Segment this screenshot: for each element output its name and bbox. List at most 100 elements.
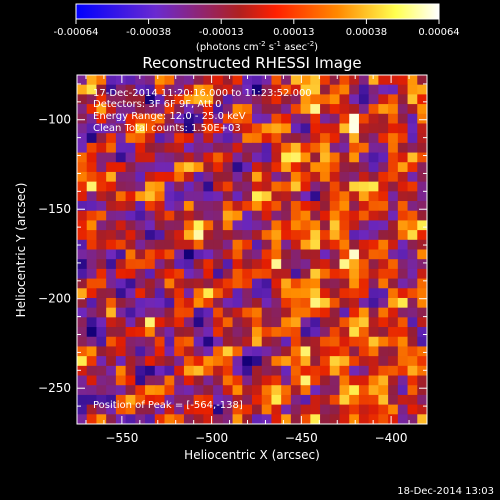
heatmap-cell xyxy=(290,414,302,424)
heatmap-cell xyxy=(96,404,107,415)
heatmap-cell xyxy=(222,346,234,357)
heatmap-cell xyxy=(349,191,360,202)
heatmap-cell xyxy=(164,181,175,192)
heatmap-cell xyxy=(77,404,88,415)
heatmap-cell xyxy=(417,94,427,105)
heatmap-cell xyxy=(115,375,127,386)
heatmap-cell xyxy=(339,142,350,154)
heatmap-cell xyxy=(368,385,379,396)
heatmap-cell xyxy=(242,230,253,241)
heatmap-cell xyxy=(135,75,146,86)
heatmap-cell xyxy=(203,346,214,357)
heatmap-cell xyxy=(203,336,214,347)
heatmap-cell xyxy=(300,327,311,338)
heatmap-cell xyxy=(329,259,340,270)
heatmap-cell xyxy=(96,259,107,270)
heatmap-cell xyxy=(310,210,321,221)
heatmap-cell xyxy=(310,181,321,192)
heatmap-cell xyxy=(193,123,204,134)
heatmap-cell xyxy=(407,133,418,144)
heatmap-cell xyxy=(349,210,360,221)
heatmap-cell xyxy=(358,113,370,124)
heatmap-cell xyxy=(174,123,185,134)
heatmap-cell xyxy=(271,104,282,115)
heatmap-cell xyxy=(193,249,204,260)
heatmap-cell xyxy=(213,414,224,424)
heatmap-cell xyxy=(252,220,263,231)
heatmap-cell xyxy=(320,327,331,338)
heatmap-cell xyxy=(397,288,409,299)
heatmap-cell xyxy=(407,317,418,328)
heatmap-cell xyxy=(261,268,272,280)
heatmap-cell xyxy=(203,162,214,173)
heatmap-cell xyxy=(106,230,117,241)
heatmap-cell xyxy=(115,181,127,192)
heatmap-cell xyxy=(96,201,107,212)
heatmap-cell xyxy=(310,414,321,424)
heatmap-cell xyxy=(193,210,204,221)
heatmap-cell xyxy=(77,230,88,241)
heatmap-cell xyxy=(300,239,311,250)
heatmap-cell xyxy=(106,346,117,357)
heatmap-cell xyxy=(154,327,165,338)
heatmap-cell xyxy=(358,249,370,260)
heatmap-cell xyxy=(388,162,399,173)
heatmap-cell xyxy=(310,385,321,396)
heatmap-cell xyxy=(213,142,224,154)
heatmap-cell xyxy=(203,210,214,221)
heatmap-cell xyxy=(252,152,263,163)
heatmap-cell xyxy=(145,230,156,241)
heatmap-cell xyxy=(320,171,331,183)
heatmap-cell xyxy=(378,327,389,338)
heatmap-cell xyxy=(397,365,409,377)
heatmap-cell xyxy=(358,142,370,154)
heatmap-cell xyxy=(378,288,389,299)
heatmap-cell xyxy=(213,152,224,163)
heatmap-cell xyxy=(358,230,370,241)
heatmap-cell xyxy=(232,414,243,424)
heatmap-cell xyxy=(290,307,302,318)
heatmap-cell xyxy=(378,259,389,270)
heatmap-cell xyxy=(145,385,156,396)
heatmap-cell xyxy=(96,365,107,377)
heatmap-cell xyxy=(154,133,165,144)
heatmap-cell xyxy=(232,104,243,115)
heatmap-cell xyxy=(213,239,224,250)
heatmap-cell xyxy=(417,152,427,163)
heatmap-cell xyxy=(349,268,360,280)
heatmap-cell xyxy=(320,142,331,154)
heatmap-cell xyxy=(407,268,418,280)
heatmap-cell xyxy=(252,191,263,202)
heatmap-cell xyxy=(77,152,88,163)
heatmap-cell xyxy=(86,278,97,289)
heatmap-cell xyxy=(349,249,360,260)
heatmap-cell xyxy=(193,104,204,115)
heatmap-cell xyxy=(115,201,127,212)
heatmap-cell xyxy=(378,230,389,241)
heatmap-cell xyxy=(339,249,350,260)
heatmap-cell xyxy=(417,142,427,154)
heatmap-cell xyxy=(281,75,292,86)
heatmap-cell xyxy=(349,288,360,299)
heatmap-cell xyxy=(77,201,88,212)
heatmap-cell xyxy=(125,346,136,357)
heatmap-cell xyxy=(164,394,175,406)
heatmap-cell xyxy=(96,94,107,105)
heatmap-cell xyxy=(320,414,331,424)
heatmap-cell xyxy=(242,171,253,183)
heatmap-cell xyxy=(125,414,136,424)
heatmap-cell xyxy=(310,133,321,144)
heatmap-cell xyxy=(417,133,427,144)
heatmap-cell xyxy=(164,220,175,231)
heatmap-cell xyxy=(125,171,136,183)
heatmap-cell xyxy=(154,239,165,250)
annotation-time-range: 17-Dec-2014 11:20:16.000 to 11:23:52.000 xyxy=(93,88,312,99)
heatmap-cell xyxy=(407,152,418,163)
heatmap-cell xyxy=(281,220,292,231)
heatmap-cell xyxy=(154,394,165,406)
heatmap-cell xyxy=(232,365,243,377)
heatmap-cell xyxy=(397,297,409,309)
heatmap-cell xyxy=(145,297,156,309)
heatmap-cell xyxy=(349,239,360,250)
